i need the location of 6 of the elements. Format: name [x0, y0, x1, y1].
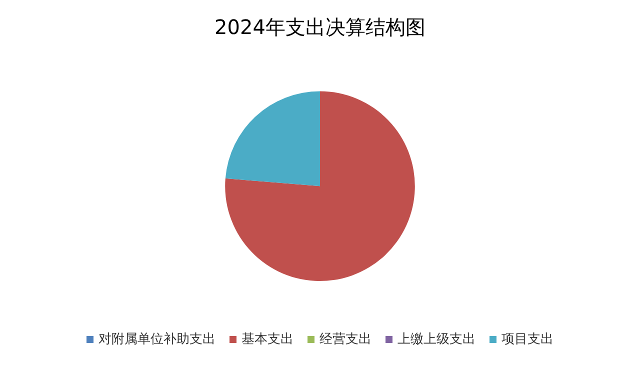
legend-label: 经营支出: [320, 332, 372, 347]
legend-label: 上缴上级支出: [398, 332, 476, 347]
legend-label: 基本支出: [242, 332, 294, 347]
legend-label: 项目支出: [502, 332, 554, 347]
legend-label: 对附属单位补助支出: [98, 332, 216, 347]
chart-title: 2024年支出决算结构图: [214, 15, 426, 39]
